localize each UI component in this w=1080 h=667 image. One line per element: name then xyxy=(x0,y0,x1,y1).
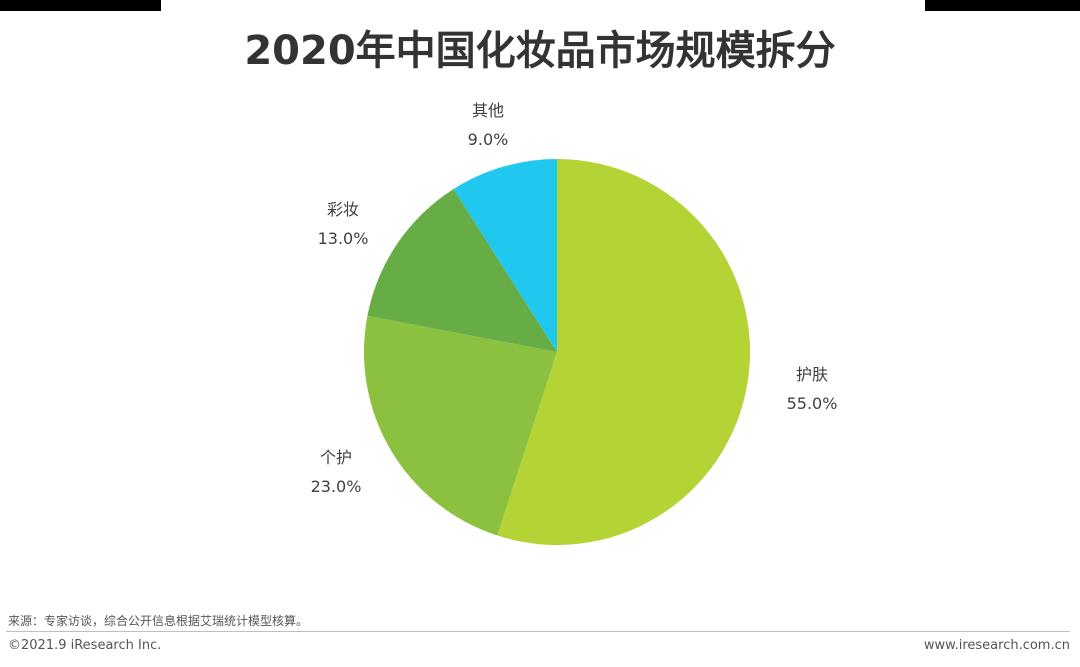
slice-category-label: 其他 xyxy=(472,101,504,120)
top-left-black-bar xyxy=(0,0,161,11)
slice-category-label: 个护 xyxy=(320,448,352,467)
slice-category-label: 护肤 xyxy=(796,365,828,384)
slice-value-label: 23.0% xyxy=(311,477,362,496)
footer-divider xyxy=(6,631,1070,632)
pie-slice-4 xyxy=(453,159,557,352)
slice-value-label: 55.0% xyxy=(787,394,838,413)
chart-title: 2020年中国化妆品市场规模拆分 xyxy=(244,28,836,74)
slice-value-label: 9.0% xyxy=(468,130,509,149)
pie-slice-2 xyxy=(364,315,557,536)
slice-value-label: 13.0% xyxy=(318,229,369,248)
pie-slice-1 xyxy=(497,159,750,545)
top-right-black-bar xyxy=(925,0,1080,11)
website-url: www.iresearch.com.cn xyxy=(923,638,1070,653)
pie-slice-3 xyxy=(367,189,557,352)
slice-category-label: 彩妆 xyxy=(327,200,359,219)
copyright-text: ©2021.9 iResearch Inc. xyxy=(8,638,162,653)
source-note: 来源：专家访谈，综合公开信息根据艾瑞统计模型核算。 xyxy=(8,614,309,628)
